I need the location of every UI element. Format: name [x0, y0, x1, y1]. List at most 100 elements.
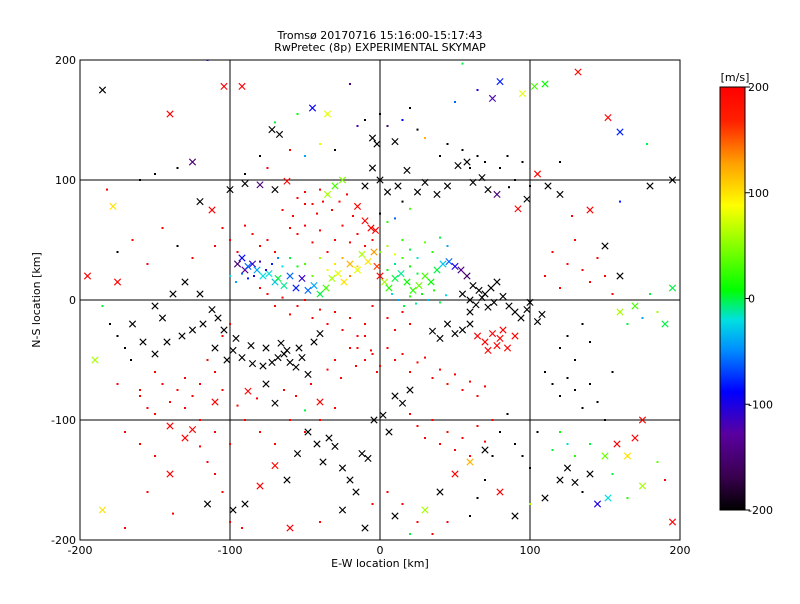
data-point-dot [401, 311, 404, 313]
data-point-cross [631, 302, 639, 310]
data-point-dot [176, 167, 179, 169]
data-point-dot [439, 443, 441, 445]
data-point-cross [169, 290, 177, 298]
data-point-dot [229, 239, 231, 241]
data-point-cross [463, 272, 471, 280]
data-point-dot [581, 407, 584, 409]
data-point-cross [443, 182, 452, 190]
data-point-cross [238, 82, 246, 90]
data-point-cross [286, 358, 294, 366]
data-point-dot [296, 265, 299, 268]
data-point-dot [521, 161, 524, 163]
data-point-dot [454, 373, 456, 376]
data-point-dot [184, 407, 186, 409]
data-point-cross [511, 512, 519, 520]
data-point-cross [623, 452, 632, 460]
data-point-cross [166, 470, 174, 478]
data-point-cross [469, 282, 477, 290]
data-point-dot [401, 503, 404, 505]
data-point-cross [139, 338, 147, 346]
data-point-cross [274, 354, 282, 362]
data-point-cross [196, 198, 204, 206]
data-point-dot [304, 224, 306, 227]
data-point-dot [334, 359, 336, 361]
data-point-cross [229, 346, 237, 354]
data-point-cross [668, 176, 677, 184]
colorbar-gradient [719, 86, 746, 511]
data-point-cross [586, 470, 594, 478]
data-point-cross [262, 344, 270, 352]
x-axis-label: E-W location [km] [331, 557, 429, 570]
data-point-dot [431, 533, 434, 535]
data-point-dot [461, 62, 464, 65]
data-point-cross [413, 188, 422, 196]
data-point-dot [319, 143, 321, 145]
data-point-dot [379, 251, 381, 253]
data-point-cross [262, 380, 270, 388]
data-point-cross [631, 434, 639, 442]
data-point-dot [421, 293, 423, 295]
data-point-dot [544, 371, 546, 373]
data-point-dot [259, 287, 261, 289]
data-point-dot [454, 101, 456, 103]
data-point-cross [166, 422, 174, 430]
data-point-dot [229, 443, 231, 445]
data-point-dot [581, 491, 584, 493]
data-point-cross [421, 506, 429, 514]
data-point-cross [436, 334, 444, 342]
data-point-cross [275, 130, 284, 138]
data-point-dot [551, 449, 554, 451]
data-point-dot [311, 317, 314, 319]
data-point-cross [338, 506, 347, 514]
data-point-dot [476, 425, 479, 427]
data-point-cross [466, 308, 474, 316]
data-point-dot [446, 245, 449, 247]
data-point-dot [391, 293, 393, 295]
data-point-dot [469, 455, 471, 457]
y-tick-label: 0 [69, 294, 76, 307]
data-point-dot [154, 371, 156, 373]
data-point-cross [604, 494, 612, 502]
data-point-dot [476, 89, 479, 91]
data-point-dot [281, 265, 284, 268]
axis-ticks: -200 -100 0 100 200 -200 -100 0 100 200 [51, 54, 690, 557]
data-point-dot [304, 299, 306, 301]
data-point-cross [211, 344, 219, 352]
data-point-dot [349, 275, 351, 277]
colorbar-label: [m/s] [721, 71, 750, 84]
data-point-dot [409, 265, 411, 268]
data-point-cross [181, 434, 189, 442]
data-point-dot [641, 317, 644, 319]
data-point-dot [574, 455, 576, 457]
data-point-cross [268, 126, 276, 134]
data-point-dot [109, 323, 111, 325]
data-point-cross [223, 356, 231, 364]
data-point-cross [220, 82, 228, 90]
data-point-dot [326, 368, 329, 371]
data-point-dot [484, 161, 486, 163]
data-point-dot [476, 395, 479, 397]
data-point-cross [370, 416, 378, 424]
data-point-cross [233, 260, 242, 268]
data-point-cross [616, 128, 624, 136]
data-point-dot [274, 443, 276, 445]
data-point-cross [433, 266, 441, 274]
data-point-dot [101, 305, 104, 307]
data-point-cross [646, 182, 654, 190]
data-point-cross [319, 458, 327, 466]
data-point-cross [199, 320, 207, 328]
data-point-dot [514, 443, 516, 445]
data-point-cross [232, 334, 240, 342]
data-point-dot [626, 323, 629, 325]
data-point-dot [401, 257, 404, 259]
data-point-dot [274, 305, 276, 307]
data-point-cross [338, 464, 347, 472]
data-point-cross [638, 482, 647, 490]
data-point-dot [386, 221, 389, 223]
data-point-dot [439, 301, 441, 304]
data-point-cross [484, 303, 492, 311]
data-point-dot [253, 275, 255, 277]
data-point-dot [626, 497, 629, 499]
data-point-cross [616, 272, 624, 280]
data-point-cross [466, 458, 474, 466]
